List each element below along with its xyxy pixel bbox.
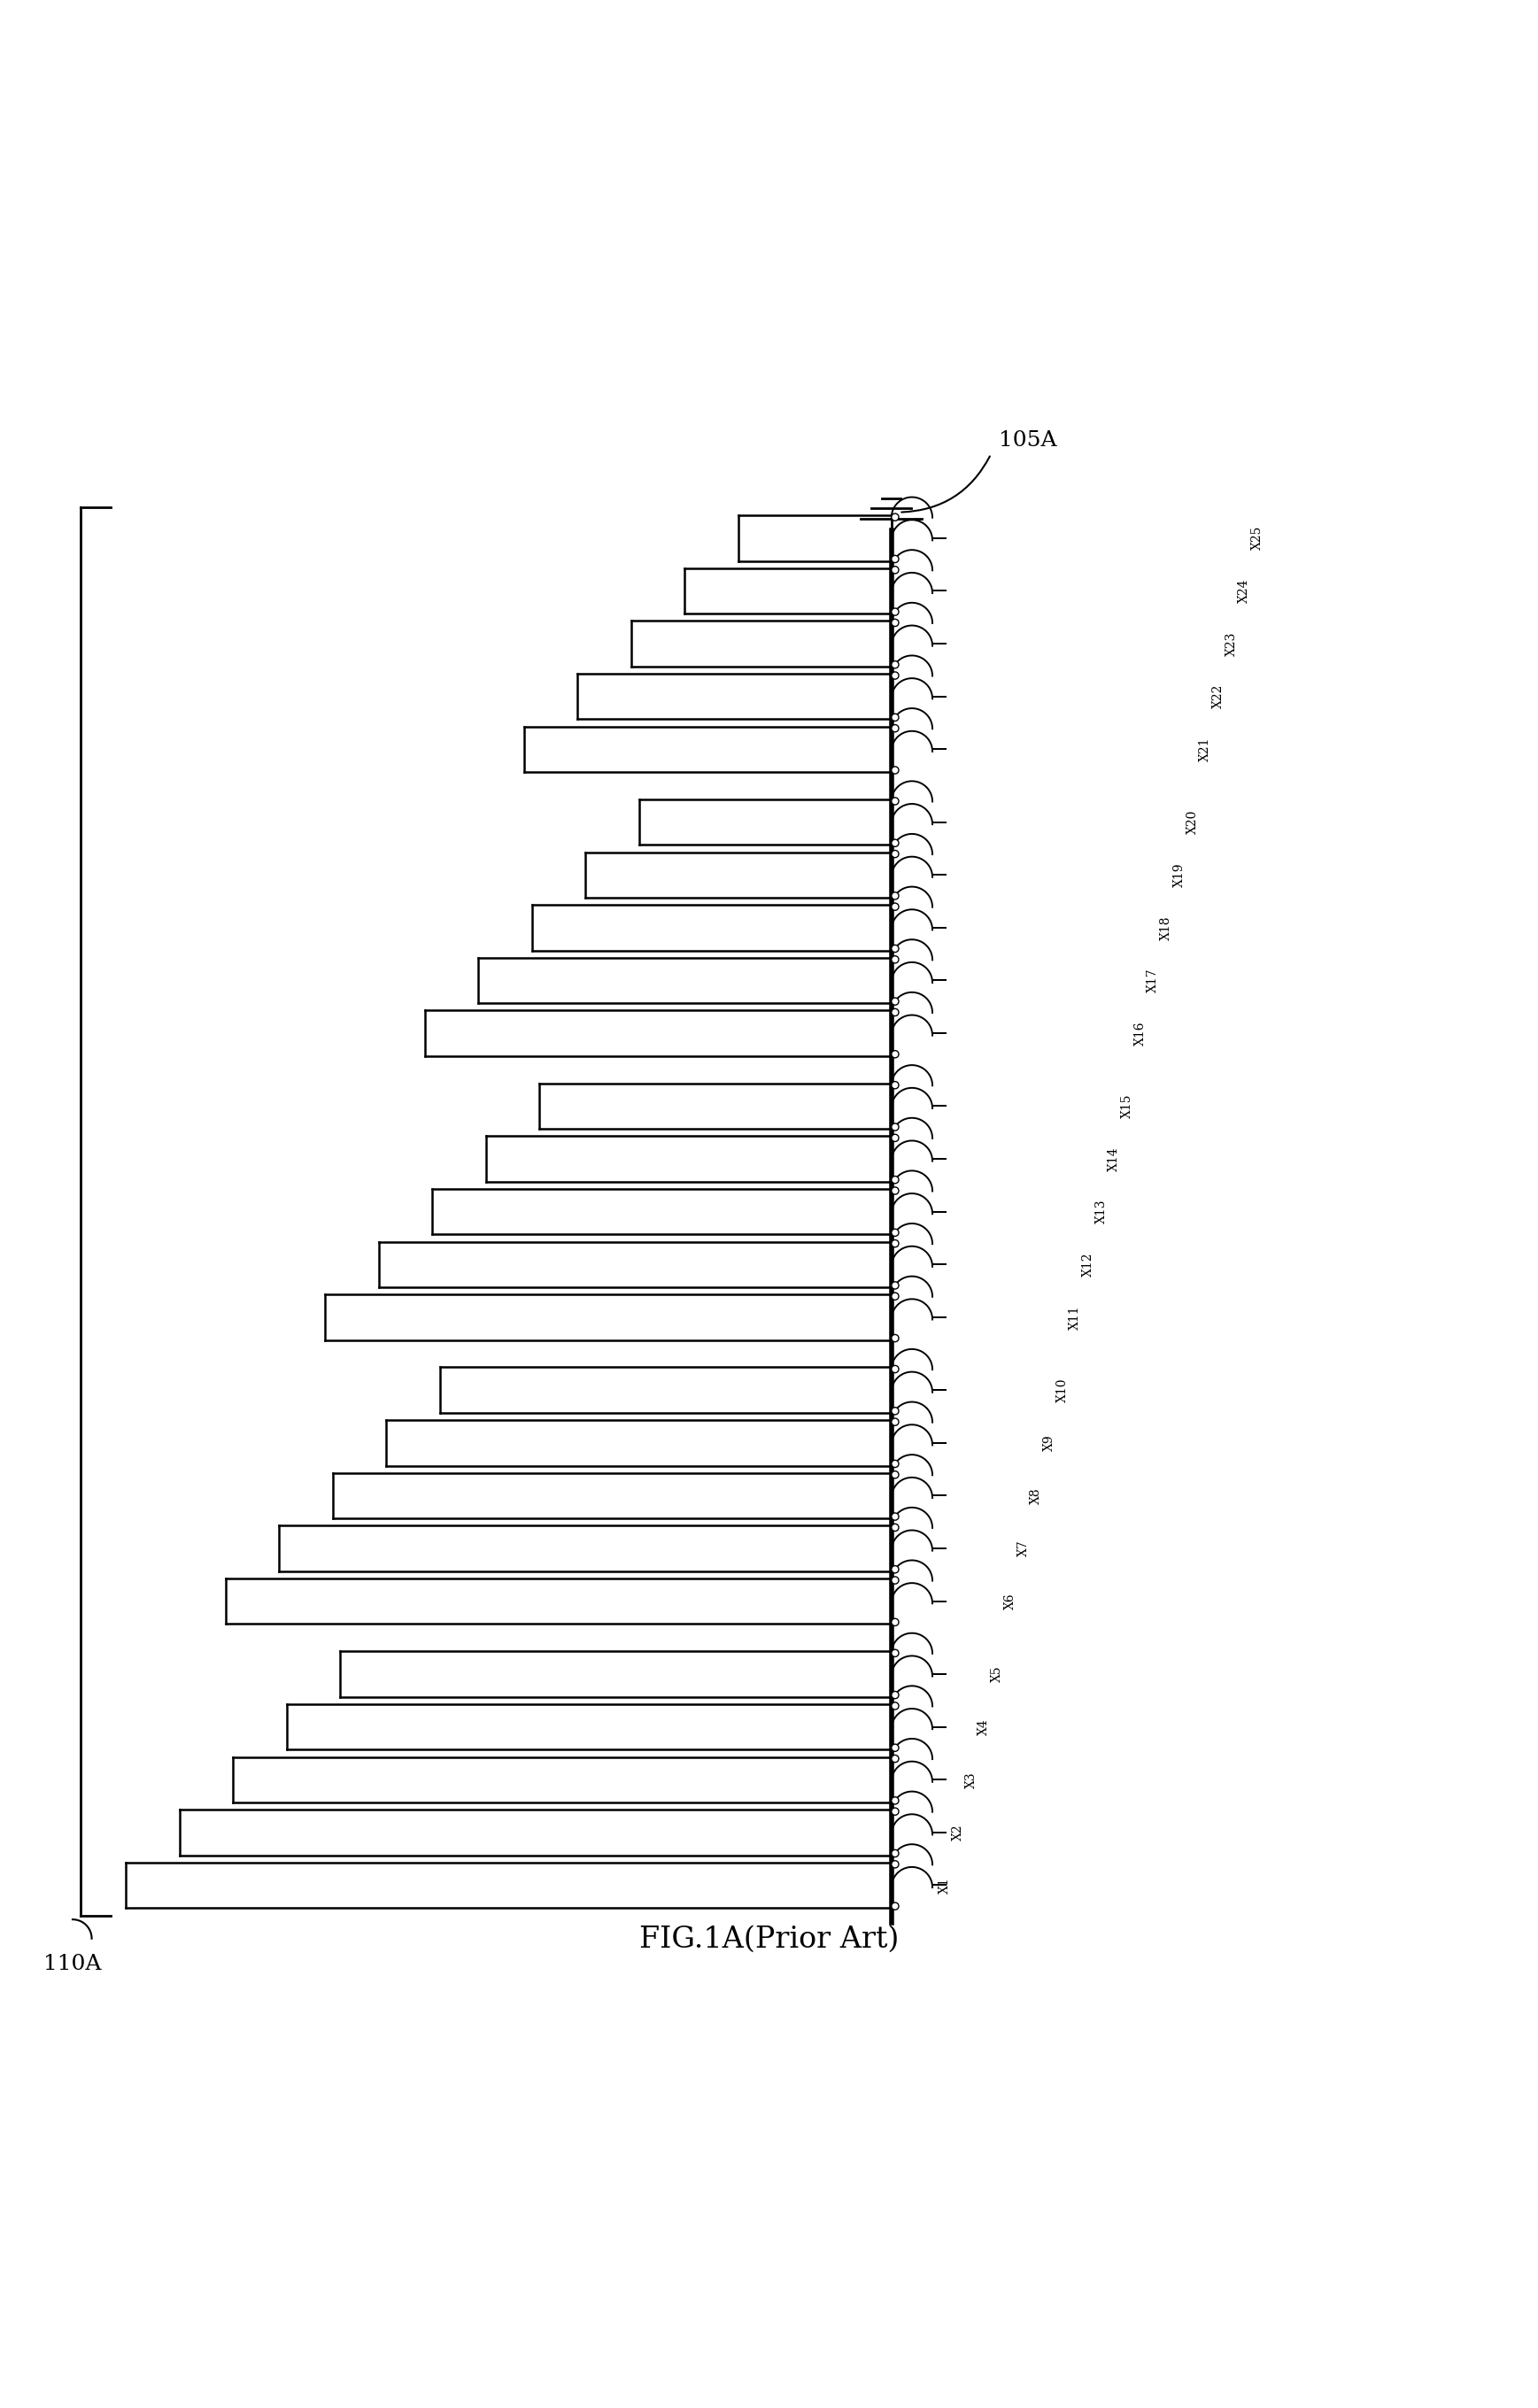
Text: X20: X20 — [1186, 809, 1198, 833]
Text: 105A: 105A — [998, 431, 1057, 450]
Text: X15: X15 — [1121, 1093, 1134, 1117]
Text: X1: X1 — [938, 1876, 950, 1893]
Circle shape — [892, 1743, 898, 1751]
Circle shape — [892, 1796, 898, 1804]
Circle shape — [892, 566, 898, 573]
Text: X10: X10 — [1057, 1377, 1069, 1401]
Circle shape — [892, 1459, 898, 1466]
Circle shape — [892, 1649, 898, 1657]
Circle shape — [892, 1902, 898, 1910]
Text: X23: X23 — [1226, 631, 1238, 655]
Text: X11: X11 — [1069, 1305, 1081, 1329]
Text: X19: X19 — [1173, 862, 1186, 886]
Circle shape — [892, 1009, 898, 1016]
Text: 110A: 110A — [43, 1953, 102, 1975]
Circle shape — [892, 850, 898, 857]
Text: X9: X9 — [1043, 1435, 1055, 1452]
Circle shape — [892, 1175, 898, 1182]
Circle shape — [892, 797, 898, 804]
Circle shape — [892, 1512, 898, 1519]
Circle shape — [892, 1406, 898, 1413]
Circle shape — [892, 1334, 898, 1341]
Text: X21: X21 — [1200, 737, 1212, 761]
Circle shape — [892, 1808, 898, 1816]
Circle shape — [892, 1849, 898, 1857]
Circle shape — [892, 556, 898, 563]
Circle shape — [892, 672, 898, 679]
Text: X17: X17 — [1147, 968, 1160, 992]
Circle shape — [892, 944, 898, 951]
Text: X18: X18 — [1160, 915, 1172, 939]
Circle shape — [892, 1618, 898, 1625]
Circle shape — [892, 1240, 898, 1247]
Circle shape — [892, 619, 898, 626]
Circle shape — [892, 903, 898, 910]
Circle shape — [892, 1577, 898, 1584]
Circle shape — [892, 660, 898, 669]
Circle shape — [892, 725, 898, 732]
Circle shape — [892, 1861, 898, 1869]
Circle shape — [892, 1690, 898, 1698]
Text: X12: X12 — [1081, 1252, 1095, 1276]
Circle shape — [892, 1755, 898, 1763]
Text: FIG.1A(Prior Art): FIG.1A(Prior Art) — [640, 1926, 898, 1953]
Circle shape — [892, 956, 898, 963]
Circle shape — [892, 609, 898, 616]
Circle shape — [892, 1524, 898, 1531]
Circle shape — [892, 1081, 898, 1088]
Text: X7: X7 — [1017, 1541, 1029, 1556]
Text: X8: X8 — [1030, 1488, 1043, 1505]
Circle shape — [892, 840, 898, 848]
Circle shape — [892, 1125, 898, 1132]
Text: X14: X14 — [1107, 1146, 1120, 1170]
Circle shape — [892, 1293, 898, 1300]
Circle shape — [892, 766, 898, 773]
Circle shape — [892, 513, 898, 520]
Text: X25: X25 — [1250, 525, 1263, 549]
Circle shape — [892, 1228, 898, 1235]
Text: X2: X2 — [952, 1825, 964, 1840]
Circle shape — [892, 1050, 898, 1057]
Circle shape — [892, 1365, 898, 1373]
Circle shape — [892, 1702, 898, 1710]
Text: X13: X13 — [1095, 1199, 1107, 1223]
Text: X6: X6 — [1004, 1594, 1017, 1609]
Circle shape — [892, 1418, 898, 1426]
Text: X16: X16 — [1134, 1021, 1146, 1045]
Circle shape — [892, 997, 898, 1004]
Text: X5: X5 — [990, 1666, 1003, 1683]
Circle shape — [892, 1187, 898, 1194]
Text: X22: X22 — [1212, 684, 1224, 708]
Text: X4: X4 — [978, 1719, 990, 1736]
Circle shape — [892, 891, 898, 901]
Circle shape — [892, 1565, 898, 1572]
Circle shape — [892, 1134, 898, 1141]
Circle shape — [892, 713, 898, 720]
Text: X24: X24 — [1238, 578, 1250, 602]
Circle shape — [892, 1281, 898, 1288]
Circle shape — [892, 1471, 898, 1479]
Text: X3: X3 — [964, 1772, 977, 1787]
